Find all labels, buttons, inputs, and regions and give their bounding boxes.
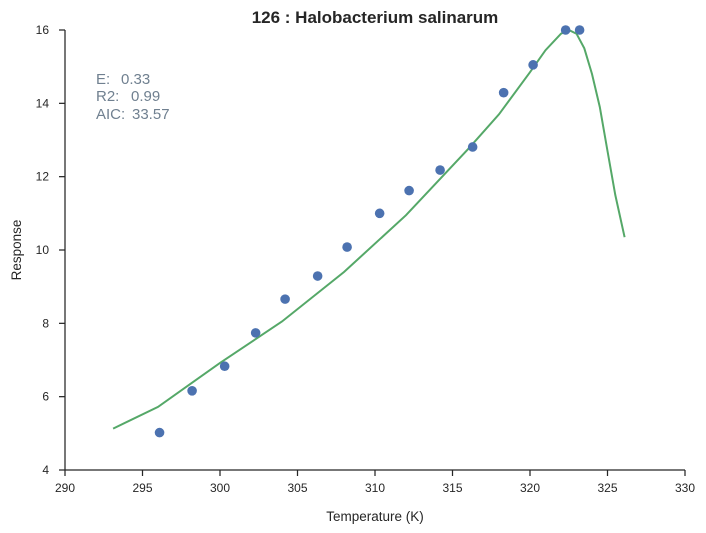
data-point xyxy=(312,271,323,281)
x-tick-label: 320 xyxy=(520,481,540,495)
data-point xyxy=(187,386,197,396)
stat-aic-value: 33.57 xyxy=(132,106,170,123)
x-tick-label: 310 xyxy=(365,481,385,495)
x-tick-label: 295 xyxy=(132,481,152,495)
x-tick-label: 305 xyxy=(287,481,307,495)
y-tick-label: 14 xyxy=(36,96,50,110)
stat-r2: R2: 0.99 xyxy=(96,88,160,105)
y-axis-label: Response xyxy=(9,220,24,281)
stat-r2-value: 0.99 xyxy=(131,88,160,105)
y-tick-label: 10 xyxy=(36,243,50,257)
data-points xyxy=(154,25,585,438)
chart-title: 126 : Halobacterium salinarum xyxy=(252,8,499,27)
data-point xyxy=(250,328,261,338)
data-point xyxy=(154,427,165,438)
x-tick-label: 315 xyxy=(442,481,462,495)
data-point xyxy=(435,165,445,175)
stat-aic: AIC: 33.57 xyxy=(96,106,170,123)
y-tick-label: 16 xyxy=(36,23,50,37)
x-tick-label: 290 xyxy=(55,481,75,495)
fit-curve xyxy=(112,28,626,430)
data-point xyxy=(560,25,571,35)
data-point xyxy=(404,185,414,196)
x-tick-label: 325 xyxy=(597,481,617,495)
data-point xyxy=(528,60,538,70)
stat-e-value: 0.33 xyxy=(121,71,150,88)
y-tick-label: 8 xyxy=(42,316,49,330)
data-point xyxy=(374,208,385,219)
y-tick-label: 6 xyxy=(42,390,49,404)
stat-e-label: E: xyxy=(96,71,110,88)
y-tick-label: 12 xyxy=(36,170,50,184)
data-point xyxy=(219,361,230,372)
data-point xyxy=(342,242,352,252)
data-point xyxy=(498,87,509,98)
stats-annotation: E: 0.33 R2: 0.99 AIC: 33.57 xyxy=(96,71,170,123)
data-point xyxy=(467,142,478,152)
x-tick-label: 330 xyxy=(675,481,695,495)
stat-r2-label: R2: xyxy=(96,88,119,105)
plot-area: 290 295 300 305 310 315 320 325 330 4 6 8 10 12 14 16 xyxy=(36,23,696,495)
x-axis-label: Temperature (K) xyxy=(326,509,424,524)
y-ticks: 4 6 8 10 12 14 16 xyxy=(36,23,65,477)
data-point xyxy=(280,294,290,304)
stat-aic-label: AIC: xyxy=(96,106,125,123)
stat-e: E: 0.33 xyxy=(96,71,150,88)
x-ticks: 290 295 300 305 310 315 320 325 330 xyxy=(55,470,695,495)
y-tick-label: 4 xyxy=(42,463,49,477)
data-point xyxy=(574,25,585,35)
x-tick-label: 300 xyxy=(210,481,230,495)
